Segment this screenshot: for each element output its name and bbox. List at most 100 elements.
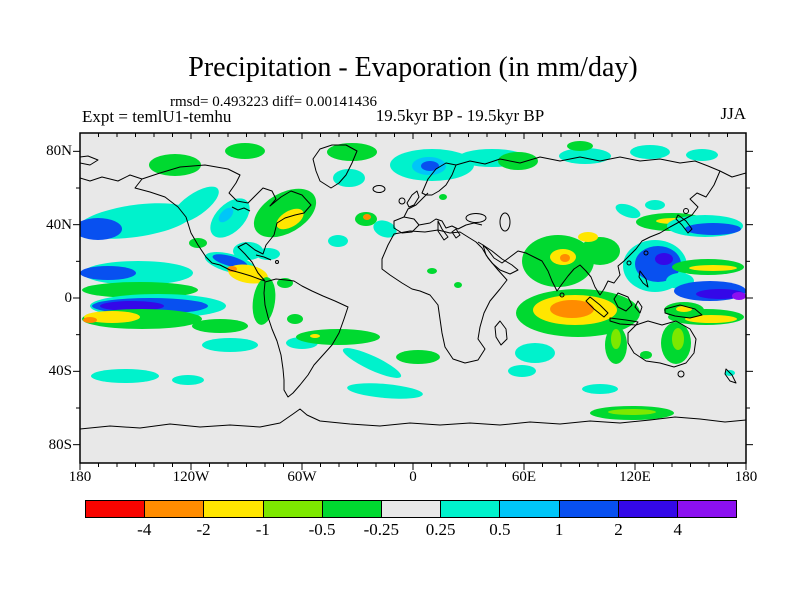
anomaly-patch-green: [640, 351, 652, 359]
anomaly-patch-yellow: [310, 334, 320, 338]
x-axis-label: 120W: [172, 469, 210, 485]
coast-alaska: [80, 174, 143, 182]
anomaly-patch-blue: [80, 266, 136, 280]
anomaly-patch-green: [396, 350, 440, 364]
colorbar: [85, 500, 737, 518]
anomaly-patch-aqua: [373, 220, 397, 238]
colorbar-tick-label: -4: [137, 520, 152, 539]
anomaly-patch-aqua: [171, 186, 219, 224]
anomaly-patch-aqua: [508, 365, 536, 377]
colorbar-box: [559, 501, 619, 517]
coast-tasmania: [677, 370, 685, 378]
coast-ireland: [398, 197, 406, 205]
y-axis-label: 40S: [48, 363, 72, 380]
anomaly-patch-aqua: [172, 375, 204, 385]
anomaly-patch-blue: [212, 254, 248, 268]
colorbar-box: [618, 501, 678, 517]
coast-hainan: [626, 260, 632, 266]
anomaly-patch-indigo: [655, 253, 673, 265]
coast-antarctica: [80, 408, 746, 430]
y-axis-label: 40N: [46, 216, 72, 233]
anomaly-patch-green: [327, 143, 377, 161]
coast-europe: [403, 192, 429, 218]
colorbar-box: [145, 501, 205, 517]
anomaly-patch-green: [189, 238, 207, 248]
coast-mediterranean-north: [418, 218, 483, 230]
colorbar-box: [263, 501, 323, 517]
coast-greenland: [312, 144, 358, 189]
anomaly-patch-green: [454, 282, 462, 288]
anomaly-patch-aqua: [328, 235, 348, 247]
anomaly-patch-green: [498, 152, 538, 170]
experiment-label: Expt = temlU1-temhu: [82, 107, 232, 126]
x-axis-label: 60W: [287, 469, 317, 485]
coast-north-america-west: [134, 178, 266, 282]
anomaly-patch-aqua: [615, 203, 641, 219]
anomaly-patch-green: [567, 141, 593, 151]
world-map: [73, 132, 753, 470]
anomaly-contours: [80, 141, 746, 420]
colorbar-tick-label: -2: [196, 520, 211, 539]
coast-sumatra: [585, 296, 609, 318]
anomaly-patch-yellow: [685, 315, 737, 323]
anomaly-patch-green: [252, 277, 276, 325]
anomaly-patch-aqua: [630, 145, 670, 159]
anomaly-patch-indigo: [100, 301, 164, 311]
colorbar-tick-label: -1: [255, 520, 270, 539]
colorbar-tick-label: 4: [673, 520, 682, 539]
anomaly-patch-aqua: [233, 242, 263, 260]
coast-sulawesi: [634, 300, 643, 314]
coast-philippines: [638, 270, 649, 288]
y-axis-label: 0: [64, 290, 73, 306]
colorbar-tick-label: 1: [554, 520, 564, 539]
coast-africa: [381, 229, 508, 364]
coast-madagascar: [494, 320, 508, 346]
anomaly-patch-green: [439, 194, 447, 200]
anomaly-patch-yellow: [689, 265, 737, 271]
y-axis-label: 80N: [46, 143, 72, 160]
coast-great-lakes: [231, 206, 251, 212]
colorbar-box: [441, 501, 501, 517]
x-axis-label: 180: [68, 469, 92, 485]
x-axis-label: 0: [409, 469, 417, 485]
anomaly-patch-blue: [80, 218, 122, 240]
anomaly-patch-yellow: [676, 306, 692, 312]
anomaly-patch-aqua: [342, 348, 402, 378]
coast-sri-lanka: [559, 292, 565, 298]
coast-japan: [675, 214, 693, 234]
anomaly-patch-aqua: [582, 384, 618, 394]
colorbar-box: [381, 501, 442, 517]
anomaly-patch-orange: [83, 317, 97, 323]
anomaly-patch-violet: [732, 292, 746, 300]
colorbar-tick-label: 2: [614, 520, 623, 539]
coast-italy: [437, 220, 449, 241]
anomaly-patch-blue: [685, 223, 741, 235]
colorbar-tick-label: -0.5: [308, 520, 336, 539]
coast-asia-east: [477, 170, 721, 296]
anomaly-patch-green: [225, 143, 265, 159]
anomaly-patch-green: [296, 329, 380, 345]
anomaly-patch-sky: [218, 207, 234, 223]
anomaly-patch-green: [427, 268, 437, 274]
season-label: JJA: [720, 104, 746, 123]
anomaly-patch-aqua: [686, 149, 718, 161]
x-axis-label: 60E: [511, 469, 537, 485]
coast-black-sea: [465, 213, 487, 223]
anomaly-patch-green: [82, 282, 198, 298]
anomaly-patch-chartreuse: [608, 409, 656, 415]
coastlines: [80, 144, 746, 430]
coast-britain: [406, 190, 420, 208]
anomaly-patch-aqua: [333, 169, 365, 187]
anomaly-patch-orange: [550, 300, 594, 318]
coast-hispaniola: [275, 260, 279, 264]
coast-iberia: [393, 216, 420, 234]
anomaly-patch-blue: [421, 161, 439, 171]
y-axis-label: 80S: [48, 436, 72, 453]
anomaly-patch-aqua: [515, 343, 555, 363]
x-axis-label: 120E: [619, 469, 651, 485]
x-axis-label: 180: [734, 469, 758, 485]
anomaly-patch-orange: [560, 254, 570, 262]
coast-arabia: [482, 244, 519, 275]
coast-eurasia-north: [455, 156, 746, 178]
page-title: Precipitation - Evaporation (in mm/day): [188, 52, 638, 83]
